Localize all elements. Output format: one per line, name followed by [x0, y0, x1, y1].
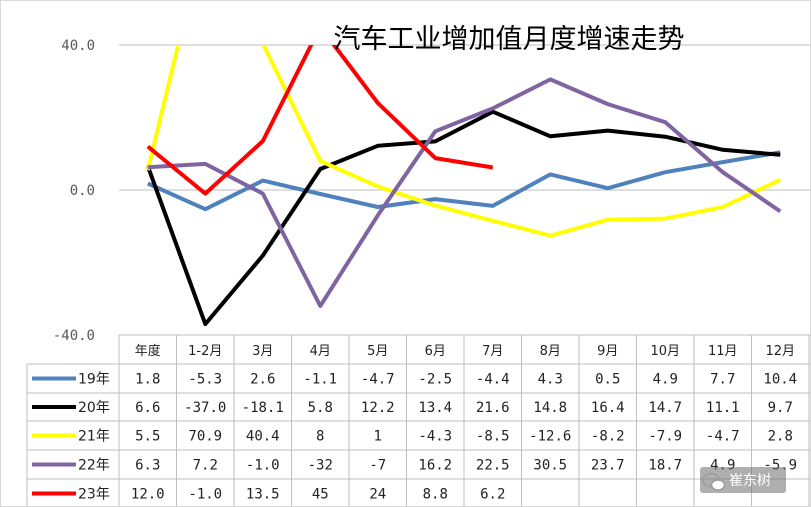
- y-tick-label: 40.0: [61, 38, 95, 54]
- series-line-23年: [146, 45, 494, 196]
- legend-label: 22年: [78, 458, 110, 474]
- data-cell: 8: [316, 429, 324, 445]
- legend-label: 23年: [78, 487, 110, 503]
- data-cell: 21.6: [476, 400, 510, 416]
- data-cell: 10.4: [763, 372, 797, 388]
- data-cell: 14.8: [533, 400, 567, 416]
- data-cell: 11.1: [706, 400, 740, 416]
- data-cell: 1: [374, 429, 382, 445]
- data-cell: -2.5: [418, 372, 452, 388]
- data-cell: 12.0: [131, 487, 165, 503]
- data-cell: 5.8: [308, 400, 333, 416]
- category-label: 11月: [708, 344, 738, 359]
- category-label: 1-2月: [188, 344, 222, 359]
- category-label: 4月: [310, 344, 331, 359]
- series-line-19年: [146, 150, 781, 212]
- data-cell: -18.1: [242, 400, 284, 416]
- category-label: 3月: [252, 344, 273, 359]
- watermark-text: 崔东树: [729, 473, 771, 489]
- data-cell: -7: [369, 458, 386, 474]
- series-line-22年: [147, 77, 782, 308]
- category-label: 7月: [482, 344, 503, 359]
- data-cell: -1.0: [188, 487, 222, 503]
- series-line-21年: [145, 45, 782, 238]
- data-cell: 2.6: [250, 372, 275, 388]
- data-cell: 18.7: [648, 458, 682, 474]
- data-cell: 7.7: [710, 372, 735, 388]
- legend-label: 20年: [78, 400, 110, 416]
- category-label: 5月: [367, 344, 388, 359]
- data-cell: 45: [312, 487, 329, 503]
- category-label: 9月: [597, 344, 618, 359]
- category-label: 12月: [765, 344, 795, 359]
- data-cell: 40.4: [246, 429, 280, 445]
- data-cell: -12.6: [529, 429, 571, 445]
- chart-title: 汽车工业增加值月度增速走势: [334, 24, 685, 55]
- category-label: 年度: [135, 343, 161, 359]
- data-cell: 2.8: [768, 429, 793, 445]
- data-cell: 16.4: [591, 400, 625, 416]
- data-cell: 23.7: [591, 458, 625, 474]
- data-cell: -1.1: [303, 372, 337, 388]
- data-cell: -4.7: [361, 372, 395, 388]
- legend-label: 19年: [78, 372, 110, 388]
- series-line-20年: [145, 109, 781, 327]
- y-tick-label: 0.0: [70, 183, 95, 199]
- data-cell: 4.9: [653, 372, 678, 388]
- data-cell: 16.2: [418, 458, 452, 474]
- y-tick-label: -40.0: [53, 328, 95, 344]
- category-label: 8月: [540, 344, 561, 359]
- data-cell: -4.7: [706, 429, 740, 445]
- watermark: 崔东树: [700, 467, 786, 493]
- data-cell: 6.6: [135, 400, 160, 416]
- data-cell: 0.5: [595, 372, 620, 388]
- data-cell: 24: [369, 487, 386, 503]
- data-cell: 13.4: [418, 400, 452, 416]
- data-cell: 9.7: [768, 400, 793, 416]
- data-cell: 5.5: [135, 429, 160, 445]
- data-cell: 13.5: [246, 487, 280, 503]
- data-cell: 1.8: [135, 372, 160, 388]
- data-cell: 8.8: [423, 487, 448, 503]
- data-cell: -4.3: [418, 429, 452, 445]
- data-cell: -7.9: [648, 429, 682, 445]
- data-cell: 12.2: [361, 400, 395, 416]
- legend-label: 21年: [78, 429, 110, 445]
- data-cell: -32: [308, 458, 333, 474]
- data-cell: 7.2: [193, 458, 218, 474]
- data-cell: 6.2: [480, 487, 505, 503]
- data-cell: 14.7: [648, 400, 682, 416]
- data-cell: 70.9: [188, 429, 222, 445]
- data-cell: 22.5: [476, 458, 510, 474]
- wechat-icon: [702, 472, 726, 491]
- data-cell: 6.3: [135, 458, 160, 474]
- data-cell: -1.0: [246, 458, 280, 474]
- data-cell: -8.5: [476, 429, 510, 445]
- data-cell: -5.3: [188, 372, 222, 388]
- category-label: 6月: [425, 344, 446, 359]
- data-cell: 30.5: [533, 458, 567, 474]
- data-cell: -4.4: [476, 372, 510, 388]
- category-label: 10月: [650, 344, 680, 359]
- data-cell: -37.0: [184, 400, 226, 416]
- data-cell: -8.2: [591, 429, 625, 445]
- data-cell: 4.3: [538, 372, 563, 388]
